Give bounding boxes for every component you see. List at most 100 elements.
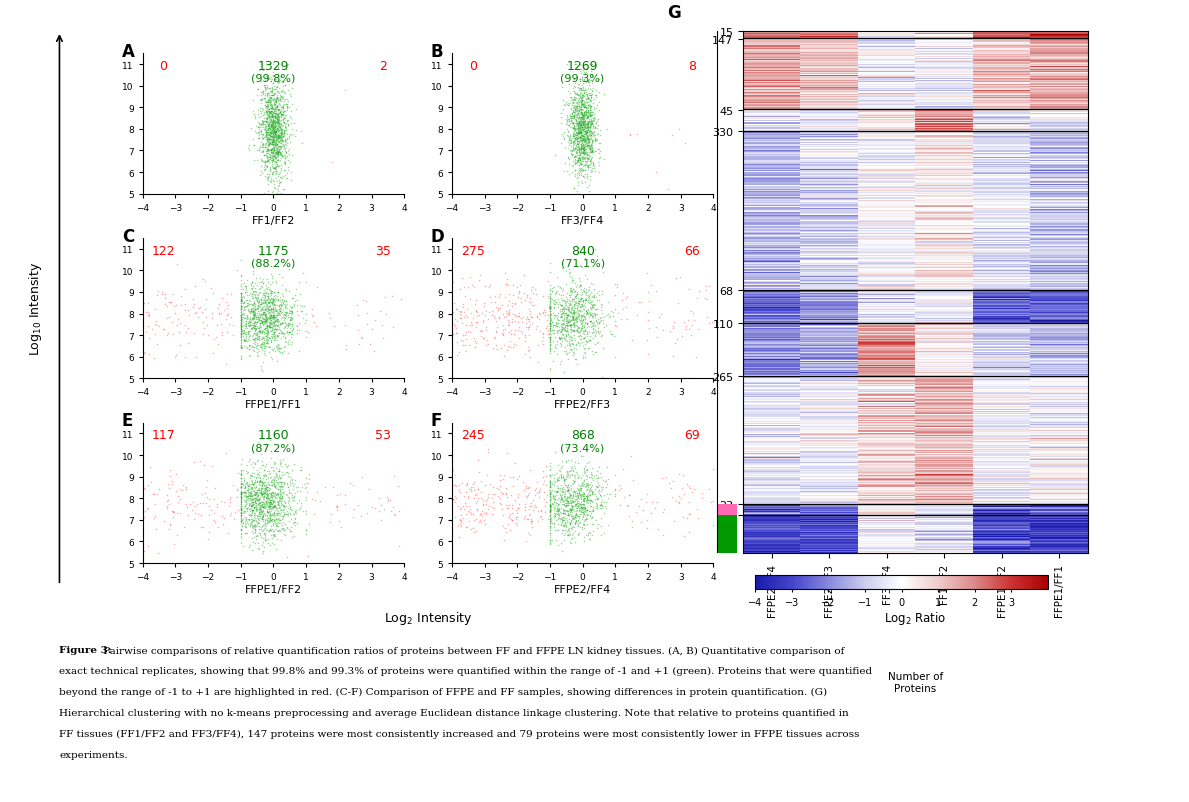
Point — [254, 494, 273, 507]
Point — [581, 343, 600, 356]
Point — [568, 471, 587, 484]
Point — [540, 324, 560, 337]
Point — [567, 141, 586, 154]
Point — [566, 129, 585, 142]
Point — [556, 176, 575, 189]
Point — [461, 327, 480, 340]
Point — [562, 176, 581, 189]
Point — [254, 286, 273, 299]
Point — [258, 101, 277, 114]
Point — [273, 103, 292, 116]
Point — [570, 104, 589, 117]
Point — [578, 119, 597, 132]
Point — [221, 536, 240, 549]
Point — [273, 103, 292, 116]
Point — [477, 273, 496, 286]
Point — [275, 500, 294, 512]
Point — [581, 124, 600, 137]
Point — [624, 511, 643, 524]
Point — [579, 153, 598, 166]
Point — [271, 115, 290, 128]
Point — [508, 286, 527, 298]
Point — [363, 482, 382, 495]
Point — [252, 501, 271, 514]
Point — [389, 497, 408, 510]
Point — [247, 304, 266, 317]
Point — [254, 124, 273, 137]
Point — [571, 105, 590, 118]
Point — [540, 486, 560, 499]
Point — [505, 512, 524, 525]
Point — [253, 335, 272, 348]
Point — [269, 158, 288, 171]
Point — [301, 289, 320, 302]
Point — [577, 483, 596, 496]
Point — [587, 322, 606, 335]
Point — [551, 341, 570, 354]
Text: experiments.: experiments. — [59, 750, 128, 759]
Point — [239, 301, 258, 314]
Point — [249, 362, 268, 375]
Point — [630, 300, 649, 313]
Point — [270, 485, 289, 498]
Point — [266, 104, 285, 117]
Point — [265, 105, 284, 118]
Point — [247, 475, 266, 488]
Point — [565, 478, 584, 491]
Point — [262, 152, 281, 164]
Point — [249, 99, 268, 112]
Point — [528, 300, 547, 313]
Point — [252, 302, 271, 314]
Point — [375, 323, 394, 336]
Point — [157, 506, 176, 519]
Point — [262, 122, 281, 135]
Point — [471, 469, 490, 482]
Point — [243, 496, 262, 508]
Point — [584, 306, 603, 318]
Point — [581, 140, 600, 152]
Point — [540, 486, 560, 499]
Point — [575, 136, 594, 148]
Point — [580, 524, 599, 537]
Point — [158, 512, 177, 525]
Point — [542, 318, 561, 330]
Point — [240, 306, 259, 319]
Point — [577, 140, 596, 153]
Point — [260, 107, 279, 120]
Point — [572, 316, 591, 329]
Point — [263, 128, 282, 141]
Point — [264, 103, 283, 115]
Point — [578, 148, 597, 161]
Point — [238, 322, 257, 334]
Point — [568, 124, 587, 137]
Point — [273, 494, 292, 507]
Point — [567, 484, 586, 496]
Point — [555, 480, 574, 492]
Point — [250, 521, 269, 534]
Point — [258, 490, 277, 503]
Point — [262, 136, 281, 149]
Point — [562, 516, 581, 529]
Point — [577, 300, 596, 313]
Point — [263, 508, 282, 520]
Point — [231, 464, 251, 476]
Point — [269, 511, 288, 524]
Point — [558, 140, 577, 152]
Point — [134, 469, 153, 482]
Point — [586, 115, 605, 128]
Point — [260, 303, 279, 316]
Point — [249, 299, 268, 312]
Text: 868: 868 — [571, 428, 594, 442]
Point — [266, 148, 285, 161]
Point — [229, 492, 249, 504]
Point — [270, 150, 289, 163]
Point — [256, 188, 275, 200]
Point — [269, 486, 288, 499]
Point — [265, 145, 284, 158]
Point — [554, 516, 573, 529]
Point — [252, 502, 271, 515]
Point — [281, 277, 300, 290]
Point — [231, 306, 251, 318]
Point — [268, 130, 287, 143]
Point — [572, 489, 591, 502]
